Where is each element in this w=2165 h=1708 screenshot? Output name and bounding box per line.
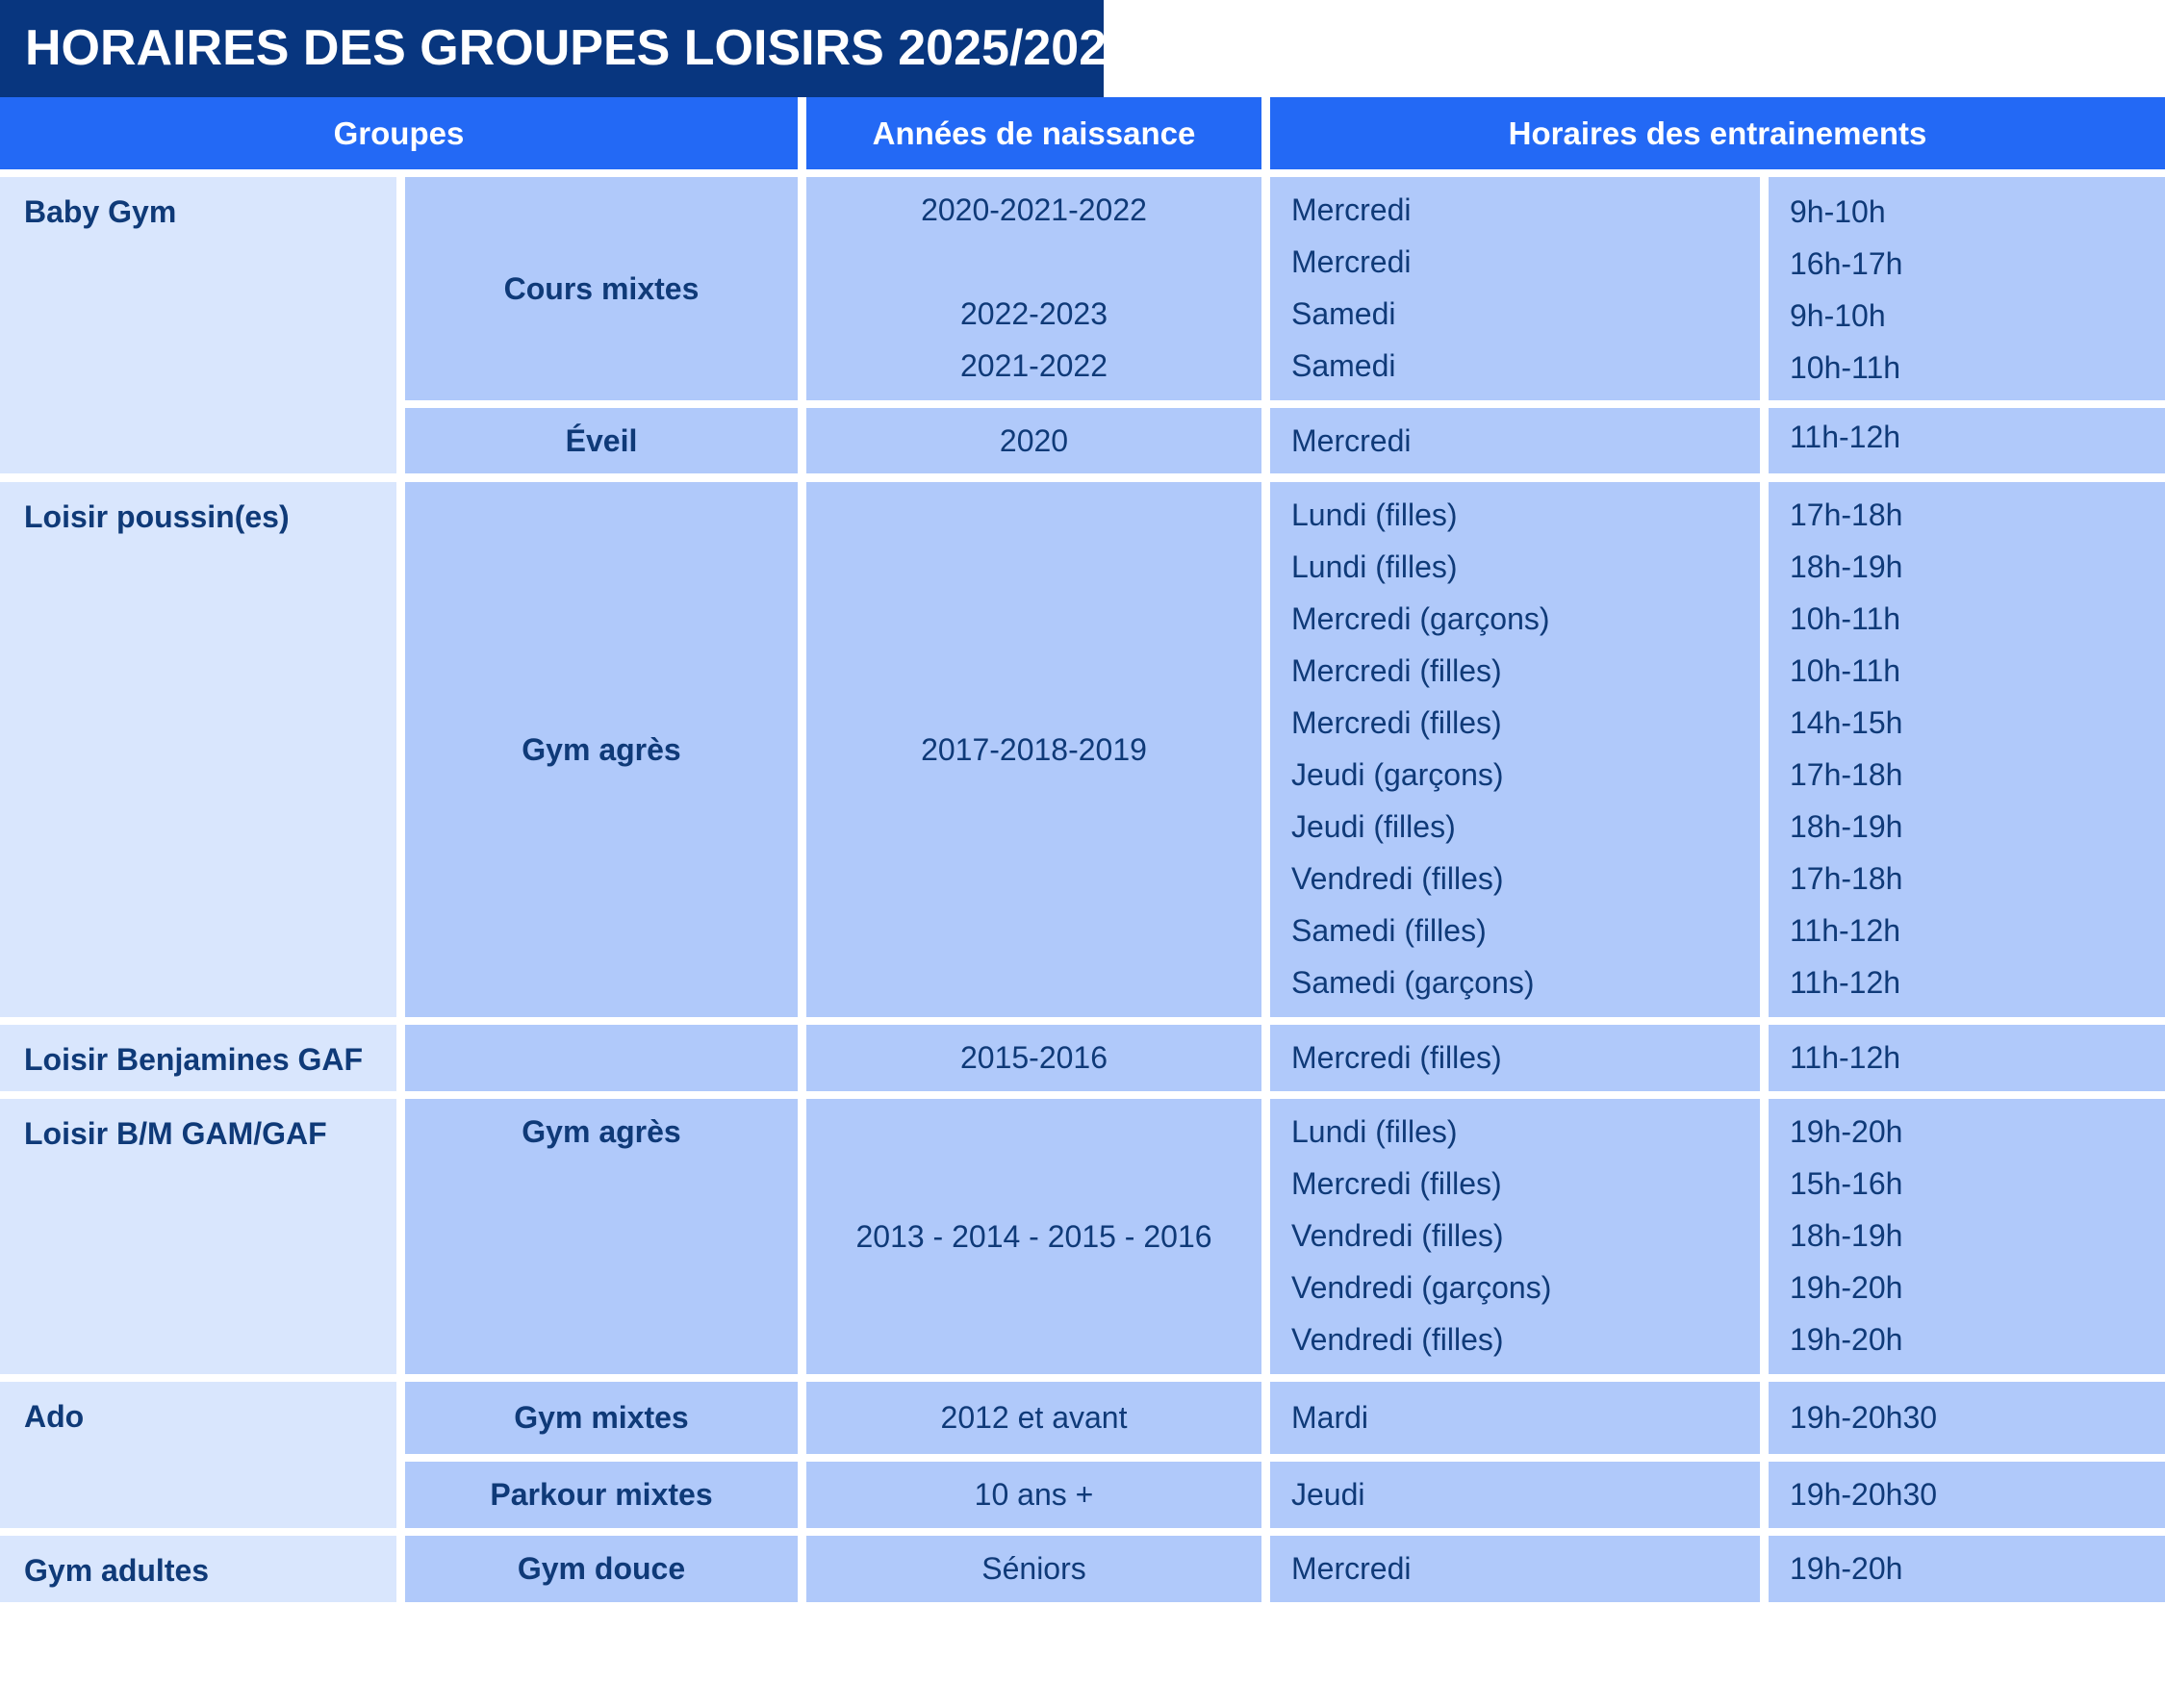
time-item: 10h-11h [1790,601,1901,636]
subgroup-benjamines [405,1025,798,1091]
time-benjamines: 11h-12h [1769,1025,2165,1091]
subgroup-cours-mixtes: Cours mixtes [405,177,798,400]
day-item: Samedi [1291,296,1396,331]
days-cours-mixtes: Mercredi Mercredi Samedi Samedi [1270,177,1760,400]
time-item: 19h-20h [1790,1114,1903,1149]
years-parkour-mixtes: 10 ans + [806,1462,1261,1528]
subgroup-parkour-mixtes: Parkour mixtes [405,1462,798,1528]
time-item: 15h-16h [1790,1166,1903,1201]
time-item: 17h-18h [1790,497,1903,532]
years-line: 2021-2022 [959,348,1108,383]
time-item: 18h-19h [1790,549,1903,584]
day-item: Lundi (filles) [1291,1114,1458,1149]
days-bm: Lundi (filles) Mercredi (filles) Vendred… [1270,1099,1760,1374]
time-item: 18h-19h [1790,809,1903,844]
times-cours-mixtes: 9h-10h 16h-17h 9h-10h 10h-11h [1769,177,2165,400]
group-ado: Ado [0,1382,396,1528]
subgroup-eveil: Éveil [405,408,798,473]
subgroup-gym-mixtes: Gym mixtes [405,1382,798,1454]
day-benjamines: Mercredi (filles) [1270,1025,1760,1091]
years-cours-mixtes: 2020-2021-2022 2022-2023 2021-2022 [806,177,1261,400]
group-benjamines: Loisir Benjamines GAF [0,1025,396,1091]
day-item: Mercredi (filles) [1291,705,1502,740]
page-title: HORAIRES DES GROUPES LOISIRS 2025/2026 [0,0,1134,97]
time-item: 9h-10h [1790,298,1886,333]
years-line: 2020-2021-2022 [921,192,1147,227]
group-adultes: Gym adultes [0,1536,396,1602]
day-item: Mercredi (filles) [1291,1166,1502,1201]
time-parkour-mixtes: 19h-20h30 [1769,1462,2165,1528]
header-horaires: Horaires des entrainements [1270,97,2165,169]
time-item: 11h-12h [1790,913,1901,948]
day-item: Mercredi [1291,192,1412,227]
day-gym-mixtes: Mardi [1270,1382,1760,1454]
times-bm: 19h-20h 15h-16h 18h-19h 19h-20h 19h-20h [1769,1099,2165,1374]
day-eveil: Mercredi [1270,408,1760,473]
years-eveil: 2020 [806,408,1261,473]
days-poussins: Lundi (filles) Lundi (filles) Mercredi (… [1270,482,1760,1017]
day-item: Samedi (garçons) [1291,965,1535,1000]
group-poussins: Loisir poussin(es) [0,482,396,1017]
time-eveil: 11h-12h [1769,408,2165,473]
time-item: 19h-20h [1790,1322,1903,1357]
time-item: 9h-10h [1790,194,1886,229]
years-bm: 2013 - 2014 - 2015 - 2016 [806,1099,1261,1374]
time-item: 18h-19h [1790,1218,1903,1253]
day-item: Vendredi (garçons) [1291,1270,1552,1305]
day-parkour-mixtes: Jeudi [1270,1462,1760,1528]
day-item: Mercredi (garçons) [1291,601,1550,636]
time-item: 14h-15h [1790,705,1903,740]
day-adultes: Mercredi [1270,1536,1760,1602]
time-item: 10h-11h [1790,653,1901,688]
years-benjamines: 2015-2016 [806,1025,1261,1091]
time-item: 16h-17h [1790,246,1903,281]
years-poussins: 2017-2018-2019 [806,482,1261,1017]
time-item: 19h-20h [1790,1270,1903,1305]
day-item: Mercredi [1291,244,1412,279]
day-item: Vendredi (filles) [1291,1322,1504,1357]
subgroup-gym-douce: Gym douce [405,1536,798,1602]
day-item: Jeudi (filles) [1291,809,1456,844]
years-line: 2022-2023 [959,296,1108,331]
day-item: Lundi (filles) [1291,497,1458,532]
header-annees: Années de naissance [806,97,1261,169]
day-item: Samedi [1291,348,1396,383]
group-bm: Loisir B/M GAM/GAF [0,1099,396,1374]
time-item: 17h-18h [1790,757,1903,792]
time-adultes: 19h-20h [1769,1536,2165,1602]
years-adultes: Séniors [806,1536,1261,1602]
subgroup-poussins-gym-agres: Gym agrès [405,482,798,1017]
day-item: Lundi (filles) [1291,549,1458,584]
years-gym-mixtes: 2012 et avant [806,1382,1261,1454]
time-item: 17h-18h [1790,861,1903,896]
header-groupes: Groupes [0,97,798,169]
day-item: Jeudi (garçons) [1291,757,1504,792]
subgroup-bm-gym-agres: Gym agrès [405,1099,798,1374]
group-baby-gym: Baby Gym [0,177,396,473]
time-item: 11h-12h [1790,965,1901,1000]
time-item: 10h-11h [1790,350,1901,385]
day-item: Mercredi (filles) [1291,653,1502,688]
day-item: Samedi (filles) [1291,913,1487,948]
times-poussins: 17h-18h 18h-19h 10h-11h 10h-11h 14h-15h … [1769,482,2165,1017]
day-item: Vendredi (filles) [1291,861,1504,896]
day-item: Vendredi (filles) [1291,1218,1504,1253]
time-gym-mixtes: 19h-20h30 [1769,1382,2165,1454]
